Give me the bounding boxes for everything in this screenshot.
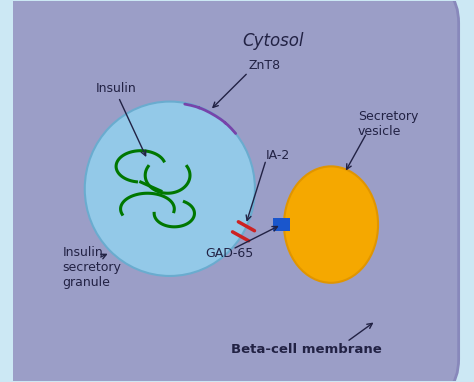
Text: IA-2: IA-2	[266, 149, 291, 162]
FancyBboxPatch shape	[0, 0, 459, 382]
Text: Insulin: Insulin	[96, 81, 137, 94]
Text: Secretory
vesicle: Secretory vesicle	[358, 110, 418, 138]
Text: GAD-65: GAD-65	[206, 247, 254, 260]
Text: Cytosol: Cytosol	[242, 32, 303, 50]
Text: Beta-cell membrane: Beta-cell membrane	[231, 343, 382, 356]
Text: Insulin
secretory
granule: Insulin secretory granule	[63, 246, 121, 289]
Ellipse shape	[85, 102, 255, 276]
Bar	[273, 219, 290, 231]
Ellipse shape	[284, 167, 378, 283]
Text: ZnT8: ZnT8	[248, 59, 280, 72]
